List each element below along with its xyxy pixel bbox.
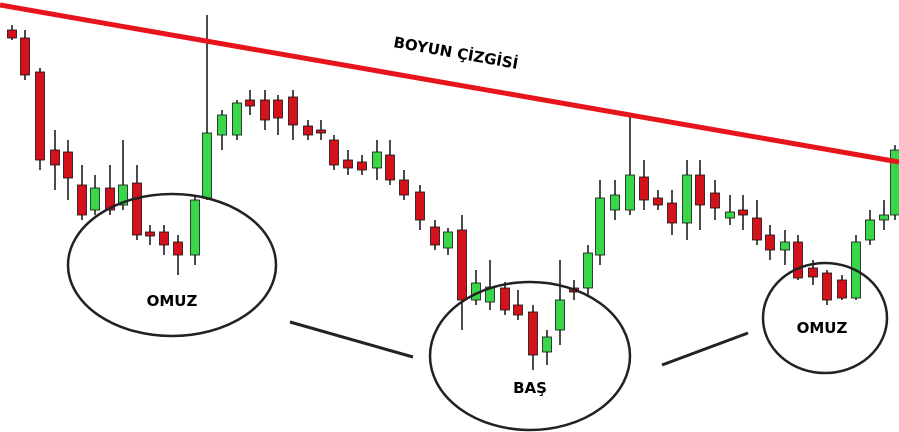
- candle-body: [710, 192, 720, 209]
- candle-body: [695, 174, 705, 206]
- candle-body: [35, 71, 45, 161]
- candle-body: [105, 187, 115, 211]
- candle-body: [372, 151, 382, 169]
- candle-body: [765, 234, 775, 251]
- candle-body: [667, 202, 677, 224]
- candle-body: [682, 174, 692, 224]
- candle-body: [273, 99, 283, 119]
- candle-body: [145, 231, 155, 237]
- candle-body: [415, 191, 425, 221]
- connector: [289, 320, 414, 359]
- candle-body: [725, 211, 735, 219]
- right-shoulder-circle: [761, 261, 889, 375]
- head-circle: [428, 280, 632, 432]
- candle-body: [555, 299, 565, 331]
- head-label: BAŞ: [513, 379, 547, 397]
- candle-body: [865, 219, 875, 241]
- candle-body: [399, 179, 409, 196]
- candle-body: [653, 197, 663, 206]
- candle-body: [232, 102, 242, 136]
- candle-body: [303, 125, 313, 136]
- candle-body: [610, 194, 620, 211]
- connector: [661, 331, 749, 367]
- candle-body: [190, 199, 200, 256]
- candle-body: [329, 139, 339, 166]
- left-shoulder-circle: [66, 192, 278, 338]
- candles: [7, 15, 899, 370]
- candle-body: [738, 209, 748, 216]
- candle-body: [7, 29, 17, 39]
- candle-body: [288, 96, 298, 126]
- neckline: [0, 2, 899, 165]
- candle-body: [457, 229, 467, 301]
- candle-body: [316, 129, 326, 134]
- candle-body: [77, 184, 87, 216]
- candle-body: [202, 132, 212, 199]
- candle-body: [625, 174, 635, 211]
- candle-body: [528, 311, 538, 356]
- candle-body: [118, 184, 128, 206]
- candle-body: [63, 151, 73, 179]
- candle-body: [90, 187, 100, 211]
- candle-body: [343, 159, 353, 169]
- candle-body: [385, 154, 395, 181]
- right-shoulder-label: OMUZ: [797, 319, 848, 337]
- candle-body: [890, 149, 899, 216]
- candle-body: [260, 99, 270, 121]
- left-shoulder-label: OMUZ: [147, 292, 198, 310]
- candle-body: [20, 37, 30, 76]
- candle-body: [639, 176, 649, 201]
- candle-body: [780, 241, 790, 251]
- candle-body: [217, 114, 227, 136]
- candle-body: [513, 304, 523, 316]
- candle-body: [132, 182, 142, 236]
- candle-body: [793, 241, 803, 279]
- candle-body: [50, 149, 60, 166]
- candle-body: [159, 231, 169, 246]
- candle-body: [357, 161, 367, 171]
- neckline-label: BOYUN ÇİZGİSİ: [392, 32, 520, 73]
- candle-body: [500, 287, 510, 311]
- candle-body: [808, 267, 818, 278]
- candle-body: [430, 226, 440, 246]
- candle-body: [245, 99, 255, 107]
- candle-body: [752, 217, 762, 241]
- candle-body: [173, 241, 183, 256]
- candle-body: [595, 197, 605, 256]
- candle-body: [879, 214, 889, 221]
- candle-body: [443, 231, 453, 249]
- candle-body: [822, 272, 832, 301]
- candle-body: [542, 336, 552, 353]
- candle-body: [837, 279, 847, 299]
- candle-body: [583, 252, 593, 289]
